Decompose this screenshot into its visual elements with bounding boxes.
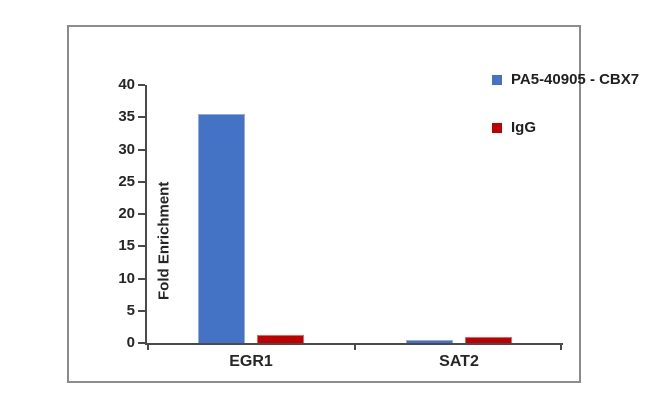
x-axis-tick <box>354 343 356 350</box>
y-axis-tick <box>138 277 145 280</box>
chart-frame: Fold Enrichment PA5-40905 - CBX7 IgG <box>67 25 639 383</box>
y-axis-tick <box>138 342 145 344</box>
x-axis-tick <box>560 343 562 350</box>
y-axis-tick-label: 5 <box>126 301 135 319</box>
y-axis-tick-label: 10 <box>118 269 135 287</box>
bar-sat2-igg <box>465 337 512 343</box>
y-axis-tick-label: 35 <box>118 108 135 126</box>
bar-egr1-igg <box>257 335 304 343</box>
category-label-egr1: EGR1 <box>229 353 273 370</box>
legend-item-igg: IgG <box>492 120 639 136</box>
y-axis-tick-label: 0 <box>126 334 135 351</box>
y-axis-tick-label: 15 <box>118 237 135 255</box>
y-axis-tick-label: 40 <box>118 76 135 93</box>
y-axis-tick <box>138 180 145 183</box>
y-axis-tick-label: 25 <box>118 172 135 190</box>
y-axis-tick-label: 20 <box>118 205 135 222</box>
y-axis-tick <box>138 309 145 312</box>
bar-sat2-pa5-40905-cbx7 <box>406 340 453 343</box>
y-axis <box>145 85 147 345</box>
x-axis-tick <box>147 343 149 350</box>
plot-area: 0 5 10 15 20 25 30 35 40 EGR1 SAT2 <box>118 76 563 370</box>
y-axis-tick <box>138 213 145 215</box>
y-axis-tick <box>138 148 145 151</box>
y-axis-tick <box>138 84 145 86</box>
legend-label-cbx7: PA5-40905 - CBX7 <box>511 71 640 88</box>
y-axis-tick-label: 30 <box>118 140 135 158</box>
bar-egr1-pa5-40905-cbx7 <box>198 114 245 343</box>
legend: PA5-40905 - CBX7 IgG <box>492 72 639 168</box>
y-axis-tick <box>138 245 145 248</box>
category-label-sat2: SAT2 <box>439 353 479 370</box>
legend-swatch-igg-icon <box>492 123 502 133</box>
y-axis-tick <box>138 116 145 119</box>
legend-item-cbx7: PA5-40905 - CBX7 <box>492 72 639 88</box>
legend-label-igg: IgG <box>511 119 536 136</box>
legend-swatch-cbx7-icon <box>492 75 502 85</box>
